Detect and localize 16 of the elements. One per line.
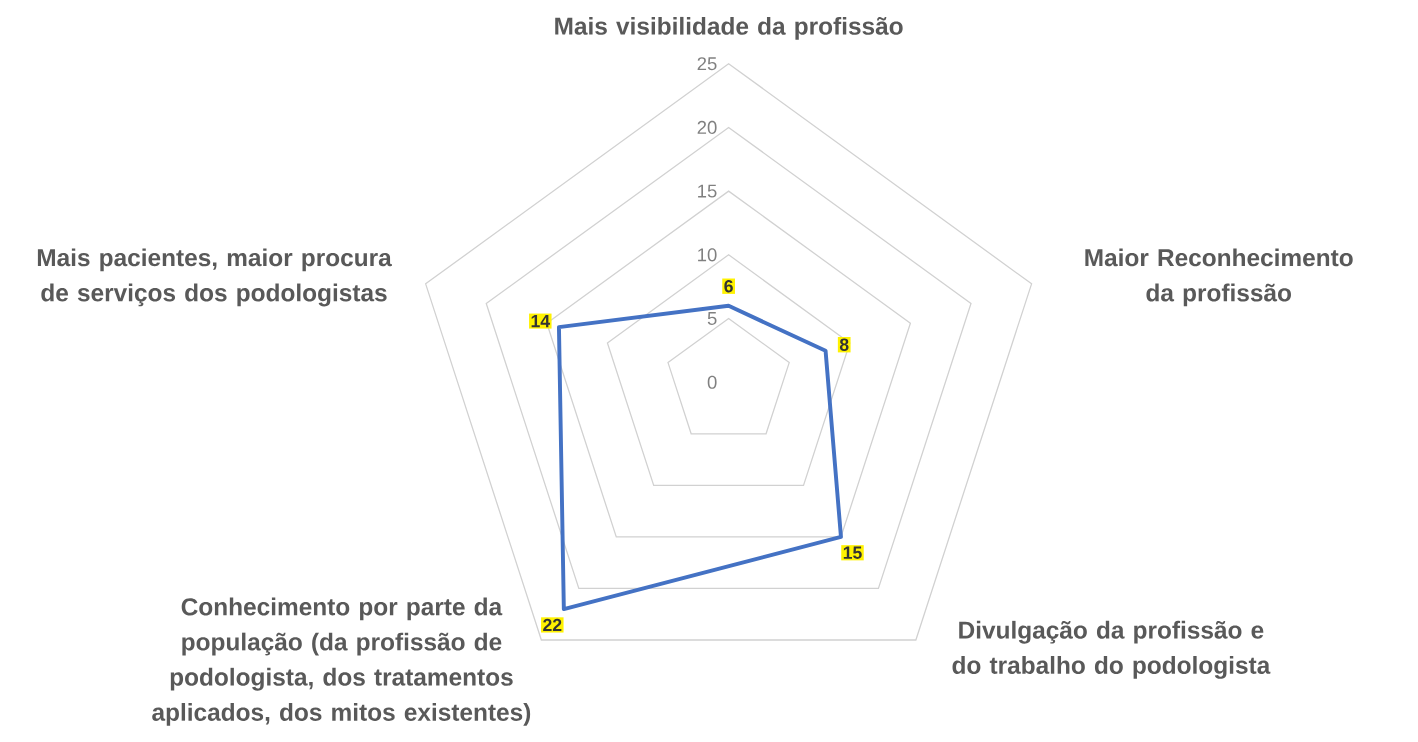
y-tick-label: 20 — [697, 120, 717, 134]
spoke-label: Conhecimento por parte da população (da profissão de podologista, dos tratamentos aplicados, dos mitos existentes) — [152, 597, 531, 726]
y-tick-label: 10 — [698, 248, 717, 262]
data-label: 6 — [724, 279, 733, 293]
y-tick-label: 0 — [707, 375, 717, 389]
y-tick-label: 15 — [698, 184, 717, 198]
y-tick-label: 25 — [697, 57, 717, 71]
spoke-label: Mais pacientes, maior procura de serviços dos podologistas — [37, 248, 392, 307]
spoke-label: Mais visibilidade da profissão — [555, 16, 903, 40]
data-label: 15 — [843, 546, 862, 559]
data-label: 22 — [543, 618, 562, 632]
data-label: 14 — [531, 315, 550, 328]
data-label: 8 — [839, 338, 849, 351]
spoke-label: Divulgação da profissão e do trabalho do podologista — [952, 620, 1271, 679]
spoke-label: Maior Reconhecimento da profissão — [1085, 248, 1353, 307]
y-tick-label: 5 — [707, 312, 717, 326]
